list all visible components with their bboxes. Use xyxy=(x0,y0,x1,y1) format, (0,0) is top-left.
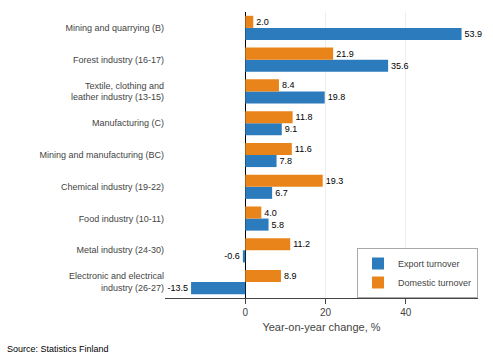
svg-text:35.6: 35.6 xyxy=(391,61,409,71)
svg-text:4.0: 4.0 xyxy=(264,208,277,218)
svg-text:8.4: 8.4 xyxy=(282,80,295,90)
svg-text:Textile, clothing andleather i: Textile, clothing andleather industry (1… xyxy=(71,81,164,103)
svg-text:Export turnover: Export turnover xyxy=(398,259,460,269)
svg-text:20: 20 xyxy=(320,307,332,318)
svg-text:53.9: 53.9 xyxy=(465,29,483,39)
svg-text:11.8: 11.8 xyxy=(296,112,313,122)
svg-text:Domestic turnover: Domestic turnover xyxy=(398,278,471,288)
svg-text:11.2: 11.2 xyxy=(293,239,310,249)
svg-text:11.6: 11.6 xyxy=(295,144,312,154)
svg-text:40: 40 xyxy=(400,307,412,318)
svg-text:19.3: 19.3 xyxy=(326,176,344,186)
svg-text:Chemical industry (19-22): Chemical industry (19-22) xyxy=(61,182,164,192)
svg-text:8.9: 8.9 xyxy=(284,271,297,281)
svg-text:5.8: 5.8 xyxy=(272,220,285,230)
svg-text:-0.6: -0.6 xyxy=(224,251,240,261)
svg-text:Forest industry (16-17): Forest industry (16-17) xyxy=(73,55,164,65)
svg-text:Electronic and electricalindus: Electronic and electricalindustry (26-27… xyxy=(69,271,164,293)
svg-text:7.8: 7.8 xyxy=(280,156,293,166)
svg-text:Mining and quarrying (B): Mining and quarrying (B) xyxy=(65,23,164,33)
svg-text:Mining and manufacturing (BC): Mining and manufacturing (BC) xyxy=(39,150,164,160)
svg-text:21.9: 21.9 xyxy=(336,49,354,59)
svg-text:Food industry (10-11): Food industry (10-11) xyxy=(79,214,164,224)
svg-text:Year-on-year change, %: Year-on-year change, % xyxy=(262,321,380,333)
svg-text:6.7: 6.7 xyxy=(275,188,288,198)
svg-text:-13.5: -13.5 xyxy=(168,283,189,293)
svg-text:9.1: 9.1 xyxy=(285,124,298,134)
svg-text:Manufacturing (C): Manufacturing (C) xyxy=(92,118,164,128)
svg-text:Source: Statistics Finland: Source: Statistics Finland xyxy=(7,344,109,354)
svg-text:19.8: 19.8 xyxy=(328,92,346,102)
svg-text:Metal industry (24-30): Metal industry (24-30) xyxy=(76,245,164,255)
svg-text:2.0: 2.0 xyxy=(256,17,269,27)
svg-text:0: 0 xyxy=(242,307,248,318)
